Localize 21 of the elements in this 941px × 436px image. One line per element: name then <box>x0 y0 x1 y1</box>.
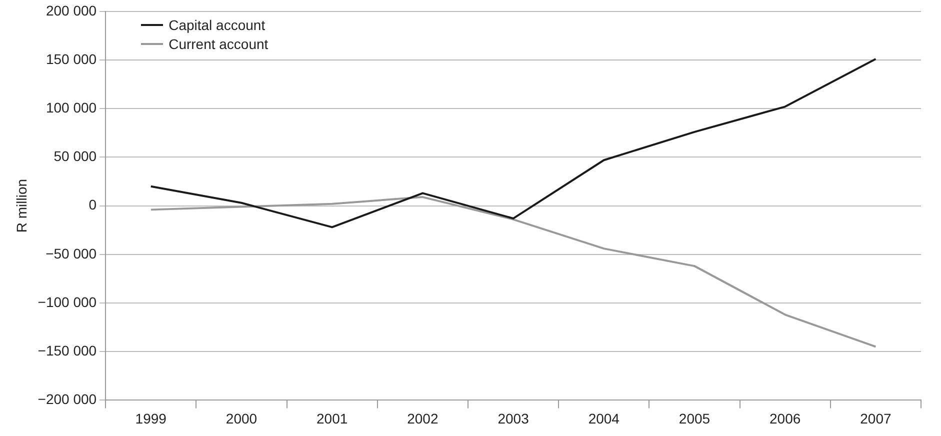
x-tick-label: 2004 <box>588 410 620 426</box>
x-tick-label: 2003 <box>498 410 530 426</box>
y-tick-label: −50 000 <box>46 245 97 262</box>
y-tick-label: 100 000 <box>46 99 97 116</box>
x-tick-label: 2005 <box>678 410 710 426</box>
x-tick-label: 2002 <box>407 410 438 426</box>
y-tick-label: 50 000 <box>54 148 97 164</box>
y-tick-label: −150 000 <box>38 342 97 358</box>
y-tick-label: 150 000 <box>46 50 97 67</box>
x-tick-label: 2007 <box>860 410 892 426</box>
y-tick-label: 200 000 <box>46 2 97 18</box>
y-tick-label: −100 000 <box>38 294 97 310</box>
x-tick-label: 1999 <box>135 410 167 426</box>
x-tick-label: 2006 <box>770 410 801 426</box>
y-tick-label: −200 000 <box>38 391 97 408</box>
y-tick-label: 0 <box>88 196 97 213</box>
x-tick-label: 2001 <box>316 410 348 426</box>
legend-label: Current account <box>168 36 268 52</box>
y-axis-title: R million <box>13 178 30 233</box>
x-tick-label: 2000 <box>226 410 258 426</box>
legend-label: Capital account <box>168 16 266 33</box>
